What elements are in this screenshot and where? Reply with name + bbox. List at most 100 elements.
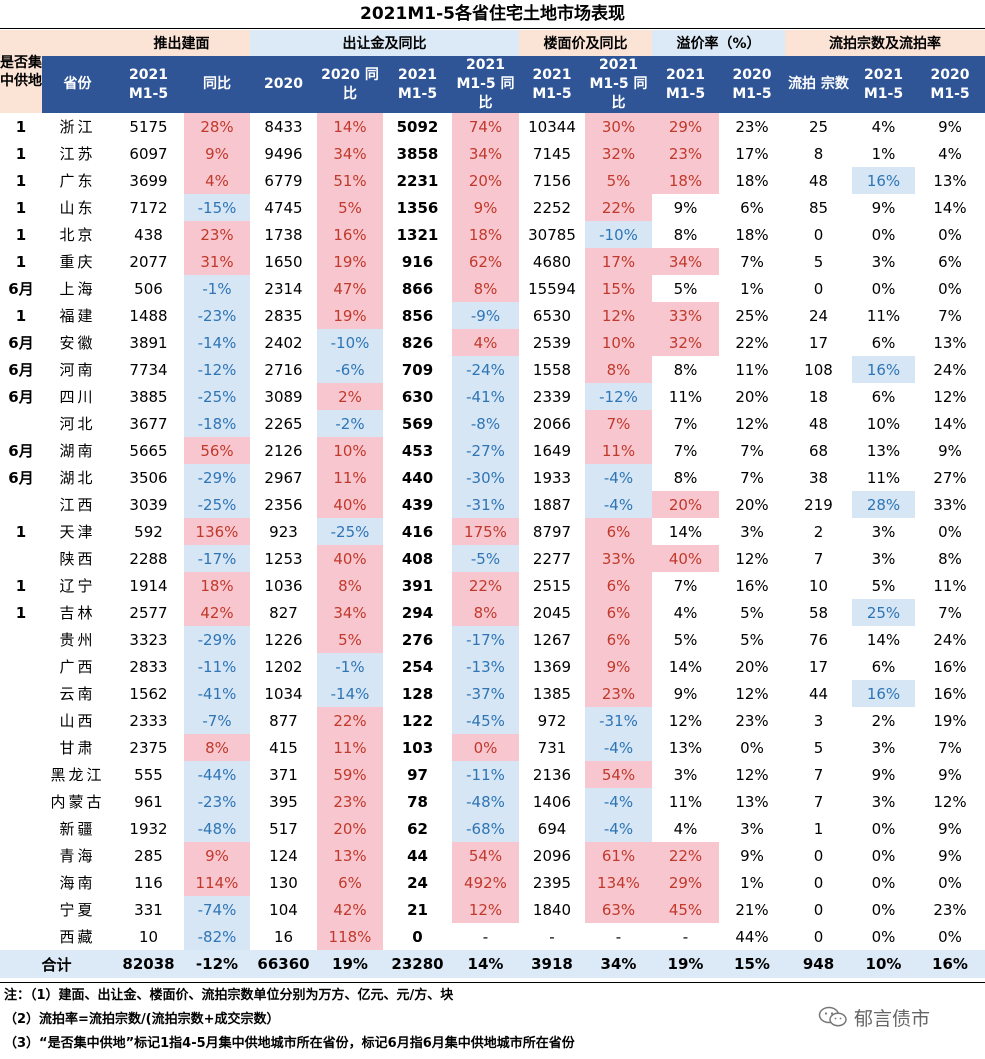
cell-fail-rate-2020: 9% <box>938 846 962 865</box>
cell-floor-yoy: 17% <box>585 248 652 275</box>
cell-supply-2021: 1562 <box>129 684 168 703</box>
cell-fail-rate-2021: 10% <box>866 414 901 433</box>
cell-transfer-2021: 122 <box>401 711 434 730</box>
cell-fail-rate-2021: 6% <box>871 333 896 352</box>
cell-premium-2021: 40% <box>652 545 719 572</box>
cell-province: 天津 <box>59 523 96 541</box>
cell-fail-rate-2020: 16% <box>933 657 967 676</box>
cell-centralized-flag <box>0 545 42 572</box>
cell-supply-2021: 1488 <box>129 306 168 325</box>
cell-transfer-2021-yoy: 34% <box>452 140 519 167</box>
cell-transfer-2020-yoy: -14% <box>317 680 383 707</box>
table-row: 1 浙江 5175 28% 8433 14% 5092 74% 10344 30% 29% 23% 25… <box>0 113 985 140</box>
cell-supply-2021: 285 <box>134 846 163 865</box>
cell-transfer-2021: 416 <box>401 522 434 541</box>
cell-floor-price: 4680 <box>532 252 572 271</box>
title-divider <box>0 28 985 29</box>
cell-supply-yoy: -74% <box>184 896 250 923</box>
table-row: 云南 1562 -41% 1034 -14% 128 -37% 1385 23% 9% 12% 44 1… <box>0 680 985 707</box>
cell-centralized-flag: 1 <box>15 198 27 217</box>
cell-floor-yoy: 30% <box>585 113 652 140</box>
cell-floor-yoy: 6% <box>585 518 652 545</box>
cell-transfer-2020-yoy: -10% <box>317 329 383 356</box>
table-row: 河北 3677 -18% 2265 -2% 569 -8% 2066 7% 7% 12% 48 10% 1… <box>0 410 985 437</box>
total-cell: 948 <box>785 950 852 978</box>
cell-premium-2021: 7% <box>673 576 698 595</box>
cell-province: 河南 <box>59 361 96 379</box>
cell-floor-price: 10344 <box>528 117 576 136</box>
cell-transfer-2020: 1034 <box>264 684 303 703</box>
cell-province: 广东 <box>59 172 96 190</box>
table-row: 6月 河南 7734 -12% 2716 -6% 709 -24% 1558 8% 8% 11% 108… <box>0 356 985 383</box>
header-transfer-2021: 2021 M1-5 <box>383 56 452 113</box>
cell-transfer-2021: 44 <box>407 846 428 865</box>
cell-fail-rate-2021: 6% <box>871 387 896 406</box>
cell-centralized-flag <box>0 842 42 869</box>
table-row: 甘肃 2375 8% 415 11% 103 0% 731 -4% 13% 0% 5 3% 7% <box>0 734 985 761</box>
header-transfer-2020: 2020 <box>250 56 317 113</box>
cell-transfer-2021-yoy: -13% <box>452 653 519 680</box>
header-group-failed-auction: 流拍宗数及流拍率 <box>785 30 985 56</box>
cell-transfer-2021-yoy: 20% <box>452 167 519 194</box>
cell-transfer-2020-yoy: 118% <box>317 923 383 950</box>
cell-centralized-flag: 6月 <box>8 442 34 460</box>
cell-floor-yoy: 63% <box>585 896 652 923</box>
cell-premium-2021: 4% <box>673 819 698 838</box>
cell-transfer-2020-yoy: 19% <box>317 248 383 275</box>
wechat-icon <box>818 1006 847 1027</box>
cell-floor-yoy: 23% <box>585 680 652 707</box>
cell-fail-rate-2020: 33% <box>933 495 967 514</box>
cell-fail-rate-2020: 13% <box>933 171 967 190</box>
cell-transfer-2020-yoy: 2% <box>317 383 383 410</box>
cell-transfer-2020: 8433 <box>264 117 303 136</box>
cell-fail-rate-2021: 3% <box>871 522 896 541</box>
cell-fail-rate-2020: 13% <box>933 333 967 352</box>
cell-premium-2021: 22% <box>652 842 719 869</box>
total-cell: 82038 <box>113 950 184 978</box>
cell-floor-price: 1406 <box>532 792 572 811</box>
cell-transfer-2020: 1036 <box>264 576 303 595</box>
cell-fail-count: 48 <box>808 414 829 433</box>
cell-fail-count: 2 <box>813 522 824 541</box>
cell-fail-rate-2020: 12% <box>933 792 967 811</box>
cell-transfer-2020: 517 <box>269 819 298 838</box>
cell-transfer-2020: 877 <box>269 711 298 730</box>
cell-supply-2021: 10 <box>138 927 159 946</box>
cell-premium-2020: 13% <box>735 792 769 811</box>
cell-supply-2021: 7734 <box>129 360 168 379</box>
cell-supply-yoy: 8% <box>184 734 250 761</box>
cell-transfer-2021: 569 <box>401 414 434 433</box>
cell-fail-count: 7 <box>813 549 824 568</box>
footnote-2: （2）流拍率=流拍宗数/(流拍宗数+成交宗数） <box>4 1012 280 1027</box>
cell-province: 陕西 <box>59 550 96 568</box>
cell-floor-yoy: -10% <box>585 221 652 248</box>
table-row: 1 吉林 2577 42% 827 34% 294 8% 2045 6% 4% 5% 58 25% 7% <box>0 599 985 626</box>
cell-province: 上海 <box>59 280 96 298</box>
table-row: 黑龙江 555 -44% 371 59% 97 -11% 2136 54% 3% 12% 7 9% 9% <box>0 761 985 788</box>
cell-centralized-flag <box>0 707 42 734</box>
cell-premium-2020: 7% <box>740 252 764 271</box>
cell-fail-rate-2020: 0% <box>938 279 962 298</box>
cell-centralized-flag: 1 <box>15 171 27 190</box>
cell-transfer-2020-yoy: 40% <box>317 545 383 572</box>
cell-fail-count: 38 <box>808 468 829 487</box>
cell-premium-2020: 0% <box>740 738 764 757</box>
cell-supply-2021: 331 <box>134 900 163 919</box>
cell-fail-rate-2020: 6% <box>938 252 962 271</box>
cell-transfer-2020: 2126 <box>264 441 303 460</box>
cell-floor-price: 2045 <box>532 603 572 622</box>
cell-transfer-2021-yoy: -68% <box>452 815 519 842</box>
header-transfer-2020-yoy: 2020 同比 <box>317 56 383 113</box>
cell-floor-yoy: 61% <box>585 842 652 869</box>
cell-fail-rate-2021: 0% <box>871 846 896 865</box>
cell-floor-price: 7156 <box>532 171 572 190</box>
cell-fail-rate-2021: 4% <box>871 117 896 136</box>
cell-transfer-2020: 2265 <box>264 414 303 433</box>
cell-floor-yoy: 11% <box>585 437 652 464</box>
cell-supply-yoy: 31% <box>184 248 250 275</box>
cell-floor-yoy: 22% <box>585 194 652 221</box>
cell-transfer-2020-yoy: 20% <box>317 815 383 842</box>
table-row: 青海 285 9% 124 13% 44 54% 2096 61% 22% 9% 0 0% 9% <box>0 842 985 869</box>
cell-transfer-2021: 856 <box>401 306 434 325</box>
cell-centralized-flag <box>0 815 42 842</box>
